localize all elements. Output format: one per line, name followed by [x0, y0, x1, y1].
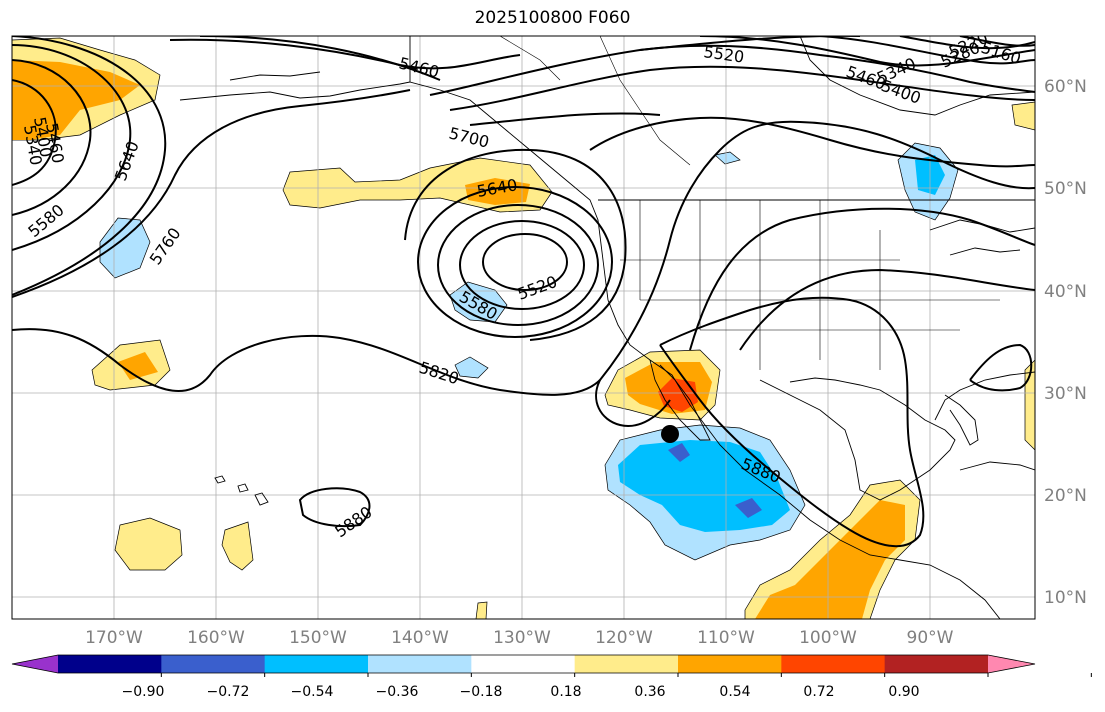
colorbar-box	[161, 655, 266, 673]
lat-label: 10°N	[1044, 588, 1087, 608]
lon-label: 110°W	[697, 628, 755, 648]
shade-hi-light-2	[221, 521, 254, 571]
storm-center-dot	[661, 425, 679, 443]
shade-epac-dark-1	[668, 443, 690, 462]
colorbar	[11, 654, 1092, 677]
colorbar-outline	[11, 654, 1036, 674]
colorbar-tick-label: −0.18	[460, 684, 503, 700]
colorbar-box	[471, 655, 576, 673]
colorbar-box	[574, 655, 679, 673]
colorbar-tick-label: 0.36	[634, 684, 665, 700]
lon-label: 100°W	[799, 628, 857, 648]
gridlines	[12, 36, 1035, 619]
map-plot-area: 5460 5520 5160 5280 5220 5340 5400 5460 …	[12, 36, 1035, 619]
lon-label: 140°W	[391, 628, 449, 648]
colorbar-box	[678, 655, 782, 673]
coastlines	[179, 36, 1035, 619]
lat-label: 20°N	[1044, 486, 1087, 506]
shade-cp-orange	[118, 352, 158, 380]
colorbar-tick-label: 0.54	[719, 684, 750, 700]
lat-label: 40°N	[1044, 282, 1087, 302]
shade-blue-1	[99, 217, 151, 279]
lon-label: 120°W	[595, 628, 653, 648]
colorbar-box	[368, 655, 472, 673]
colorbar-tick-label: 0.90	[888, 684, 919, 700]
shade-ca-orange	[755, 500, 905, 619]
shade-tr-light	[1011, 101, 1035, 131]
lon-label: 170°W	[85, 628, 143, 648]
colorbar-tick-label: −0.72	[207, 684, 250, 700]
colorbar-tick-label: −0.36	[376, 684, 419, 700]
lon-label: 160°W	[187, 628, 245, 648]
shade-epac-dark-2	[735, 498, 762, 518]
lon-label: 150°W	[289, 628, 347, 648]
shade-blue-3	[454, 356, 489, 379]
colorbar-tick-label: −0.54	[291, 684, 334, 700]
colorbar-box	[58, 655, 162, 673]
colorbar-tick-label: 0.72	[803, 684, 834, 700]
height-contours	[12, 36, 1035, 548]
colorbar-box	[781, 655, 886, 673]
colorbar-tick-label: −0.90	[122, 684, 165, 700]
shade-nw-orange	[12, 60, 140, 140]
shade-blue-4	[714, 151, 741, 165]
shade-hi-light	[114, 517, 183, 571]
lon-label: 90°W	[907, 628, 954, 648]
lon-label: 130°W	[493, 628, 551, 648]
lat-label: 60°N	[1044, 77, 1087, 97]
anomaly-shading	[12, 37, 1035, 619]
latitude-labels: 60°N 50°N 40°N 30°N 20°N 10°N	[1044, 77, 1087, 608]
shade-hi-light-3	[475, 601, 488, 619]
shade-nepac-orange	[465, 178, 530, 205]
colorbar-box	[884, 655, 989, 673]
lat-label: 50°N	[1044, 179, 1087, 199]
map-title: 2025100800 F060	[474, 8, 631, 28]
colorbar-tick-label: 0.18	[550, 684, 581, 700]
colorbar-tick-labels: −0.90 −0.72 −0.54 −0.36 −0.18 0.18 0.36 …	[122, 684, 920, 700]
colorbar-extend-low	[12, 655, 58, 673]
plot-frame	[11, 35, 1036, 620]
longitude-labels: 170°W 160°W 150°W 140°W 130°W 120°W 110°…	[85, 628, 954, 648]
colorbar-box	[264, 655, 369, 673]
lat-label: 30°N	[1044, 384, 1087, 404]
shade-blue-2	[449, 281, 508, 323]
colorbar-extend-high	[988, 655, 1035, 673]
